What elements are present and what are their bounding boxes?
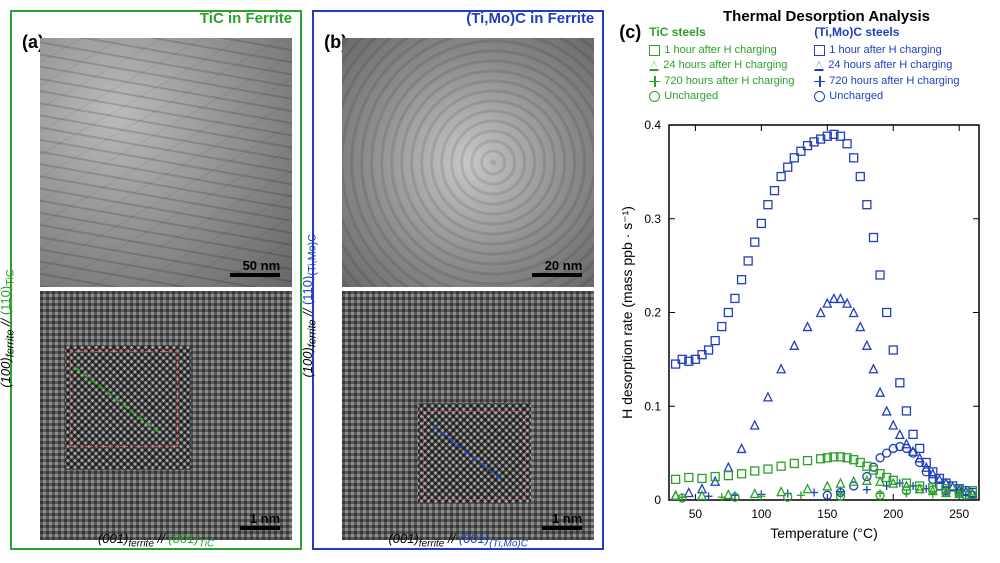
tem-texture bbox=[342, 38, 594, 287]
highlight-box bbox=[423, 411, 526, 500]
scale-text: 50 nm bbox=[243, 258, 281, 273]
scale-bar-line bbox=[532, 273, 582, 277]
svg-text:0.3: 0.3 bbox=[645, 212, 662, 226]
svg-text:H desorption rate (mass ppb ·: H desorption rate (mass ppb · s⁻¹) bbox=[619, 206, 635, 419]
panel-b-y-axis: (100)ferrite // (110)(Ti,Mo)C bbox=[300, 234, 319, 378]
panel-a-hrtem-image: 1 nm bbox=[40, 291, 292, 540]
panel-b-x-axis: (001)ferrite // (001)(Ti,Mo)C bbox=[314, 531, 602, 550]
panel-a-title: TiC in Ferrite bbox=[200, 10, 292, 27]
panel-b-hrtem-image: 1 nm bbox=[342, 291, 594, 540]
svg-text:0.2: 0.2 bbox=[645, 306, 662, 320]
svg-text:0: 0 bbox=[655, 493, 662, 507]
panel-a-hrtem-scalebar: 1 nm bbox=[240, 511, 280, 530]
panel-b-tem-image: 20 nm bbox=[342, 38, 594, 287]
panel-a: TiC in Ferrite (a) 50 nm (100)ferrite //… bbox=[10, 10, 302, 550]
scale-text: 1 nm bbox=[552, 511, 582, 526]
svg-text:150: 150 bbox=[818, 507, 838, 521]
panel-a-tem-image: 50 nm bbox=[40, 38, 292, 287]
desorption-chart: 50 100 150 200 250 0 0.1 0.2 0.3 0.4 Temperature (… bbox=[614, 10, 994, 550]
scale-bar-line bbox=[542, 526, 582, 530]
panel-b-tem-scalebar: 20 nm bbox=[532, 258, 582, 277]
svg-text:50: 50 bbox=[689, 507, 703, 521]
scale-text: 1 nm bbox=[250, 511, 280, 526]
panel-a-tem-scalebar: 50 nm bbox=[230, 258, 280, 277]
svg-text:200: 200 bbox=[884, 507, 904, 521]
svg-text:100: 100 bbox=[752, 507, 772, 521]
panel-b: (Ti,Mo)C in Ferrite (b) 20 nm (100)ferri… bbox=[312, 10, 604, 550]
panel-b-title: (Ti,Mo)C in Ferrite bbox=[466, 10, 594, 27]
panel-a-y-axis: (100)ferrite // (110)TiC bbox=[0, 270, 17, 388]
highlight-box bbox=[70, 351, 178, 448]
scale-bar-line bbox=[240, 526, 280, 530]
panel-a-x-axis: (001)ferrite // (001)TiC bbox=[12, 531, 300, 550]
tem-texture bbox=[40, 38, 292, 287]
svg-text:Temperature (°C): Temperature (°C) bbox=[771, 525, 879, 541]
scale-bar-line bbox=[230, 273, 280, 277]
scale-text: 20 nm bbox=[545, 258, 583, 273]
panel-b-hrtem-scalebar: 1 nm bbox=[542, 511, 582, 530]
panel-c: Thermal Desorption Analysis (c) TiC stee… bbox=[614, 10, 990, 550]
svg-text:250: 250 bbox=[949, 507, 969, 521]
svg-text:0.1: 0.1 bbox=[645, 399, 662, 413]
svg-text:0.4: 0.4 bbox=[645, 118, 662, 132]
